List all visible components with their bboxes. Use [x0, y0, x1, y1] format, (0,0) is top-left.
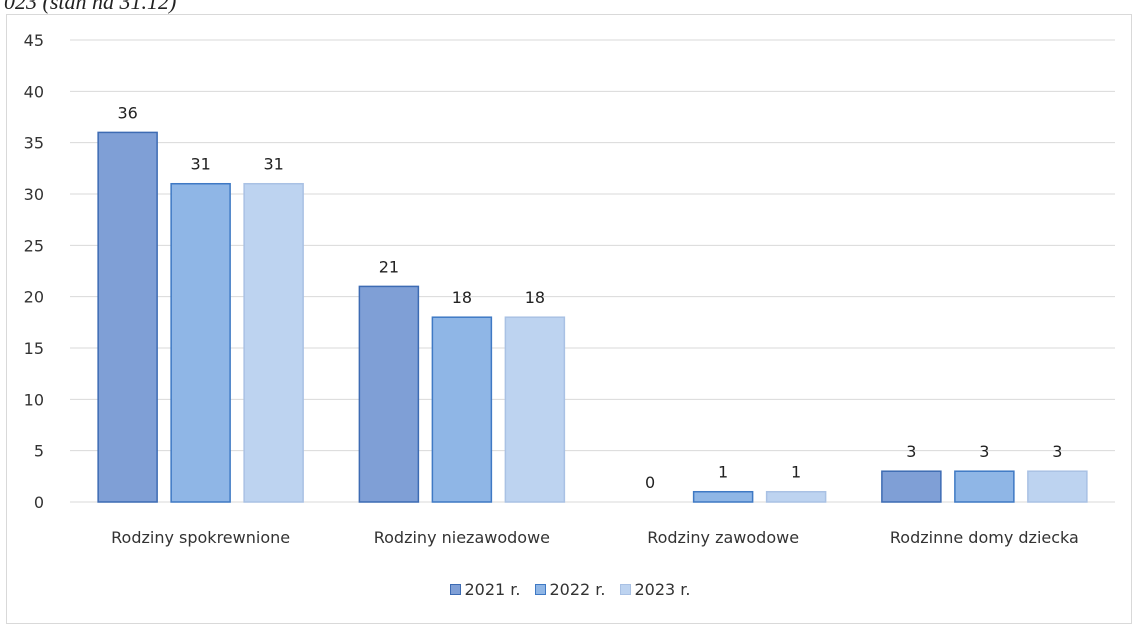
bar: [170, 182, 231, 503]
data-label: 18: [452, 288, 472, 307]
category-label: Rodzinne domy dziecka: [890, 528, 1079, 547]
bar: [243, 182, 304, 503]
legend: 2021 r. 2022 r. 2023 r.: [0, 580, 1140, 599]
data-label: 1: [791, 463, 801, 482]
y-tick-label: 10: [24, 390, 44, 409]
data-label: 18: [525, 288, 545, 307]
data-label: 3: [979, 442, 989, 461]
chart-frame: [6, 14, 1132, 624]
y-tick-label: 40: [24, 82, 44, 101]
legend-swatch-2022: [534, 584, 546, 595]
data-label: 21: [379, 257, 399, 276]
bar: [431, 316, 493, 503]
y-tick-label: 0: [34, 493, 44, 512]
bar: [765, 490, 827, 503]
bar: [504, 316, 566, 503]
y-tick-label: 45: [24, 31, 44, 50]
category-label: Rodziny niezawodowe: [374, 528, 550, 547]
legend-swatch-2021: [449, 584, 461, 595]
legend-swatch-2023: [619, 584, 631, 595]
bar: [1027, 470, 1088, 503]
bar: [97, 131, 158, 503]
legend-item-2023: 2023 r.: [619, 580, 691, 599]
data-label: 0: [645, 473, 655, 492]
bar: [358, 285, 420, 503]
caption-fragment: 023 (stan na 31.12): [4, 0, 177, 14]
category-label: Rodziny spokrewnione: [111, 528, 290, 547]
y-tick-label: 25: [24, 236, 44, 255]
legend-item-2022: 2022 r.: [534, 580, 606, 599]
legend-label-2022: 2022 r.: [549, 580, 606, 599]
category-label: Rodziny zawodowe: [647, 528, 799, 547]
data-label: 31: [263, 155, 283, 174]
bar: [954, 470, 1015, 503]
y-tick-label: 30: [24, 185, 44, 204]
data-label: 3: [1052, 442, 1062, 461]
data-label: 1: [718, 463, 728, 482]
y-tick-label: 35: [24, 134, 44, 153]
legend-label-2021: 2021 r.: [464, 580, 521, 599]
data-label: 31: [190, 155, 210, 174]
data-label: 3: [906, 442, 916, 461]
y-tick-label: 20: [24, 288, 44, 307]
legend-label-2023: 2023 r.: [634, 580, 691, 599]
bar: [881, 470, 942, 503]
data-label: 36: [117, 103, 137, 122]
legend-item-2021: 2021 r.: [449, 580, 521, 599]
y-tick-label: 15: [24, 339, 44, 358]
y-tick-label: 5: [34, 442, 44, 461]
bar: [692, 490, 754, 503]
